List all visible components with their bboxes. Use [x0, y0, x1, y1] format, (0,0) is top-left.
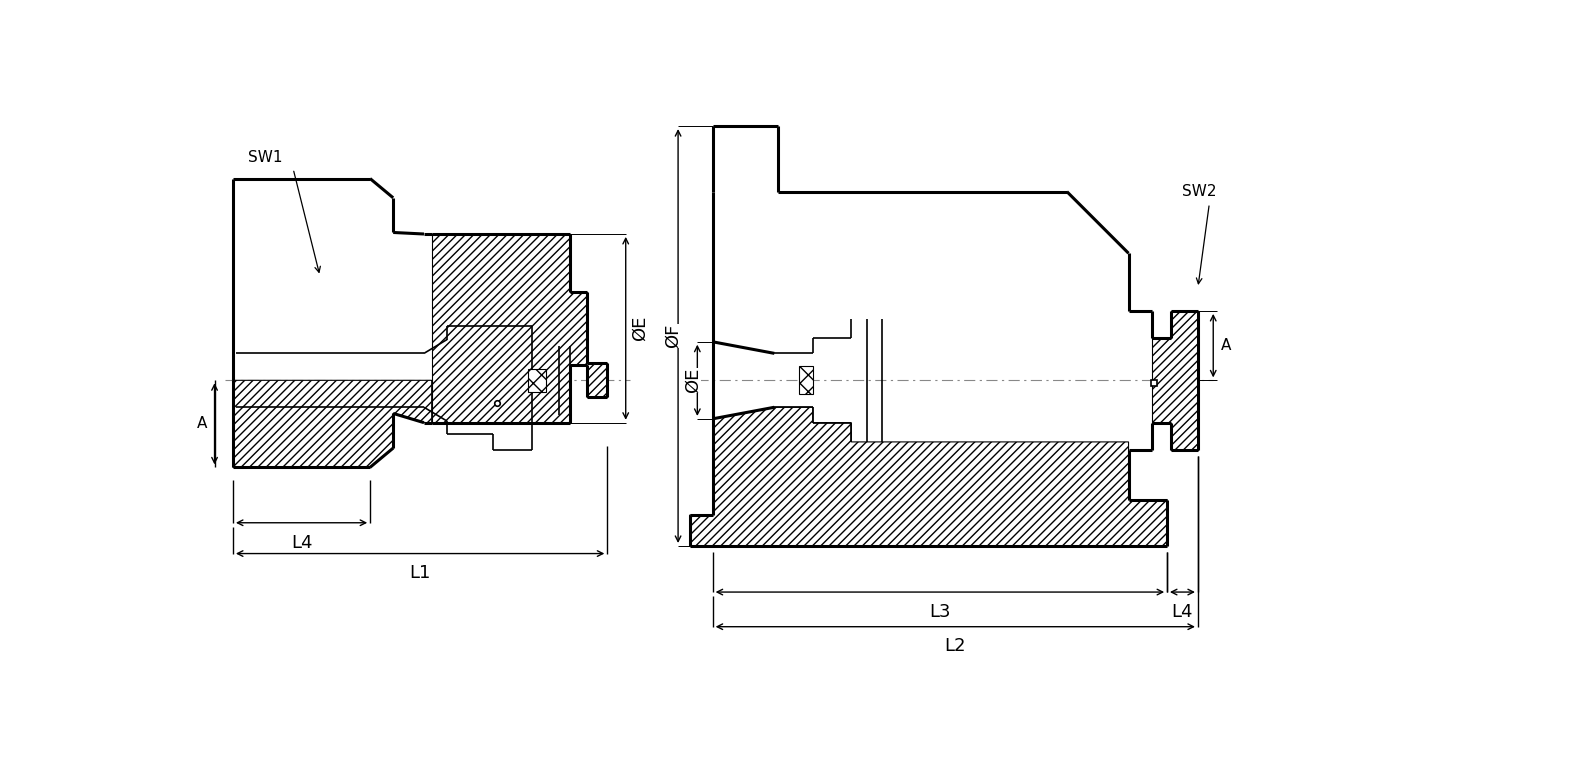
Text: A: A — [1221, 338, 1231, 353]
Text: L1: L1 — [409, 565, 431, 582]
Text: ØE: ØE — [630, 316, 648, 341]
Text: ØE: ØE — [683, 368, 702, 393]
Text: L2: L2 — [944, 638, 966, 655]
Text: A: A — [197, 417, 206, 431]
Polygon shape — [527, 369, 546, 392]
Text: SW1: SW1 — [249, 150, 283, 165]
Polygon shape — [1152, 311, 1198, 449]
Polygon shape — [800, 366, 812, 394]
Polygon shape — [233, 380, 431, 467]
Polygon shape — [431, 234, 608, 423]
Text: L4: L4 — [291, 533, 312, 552]
Text: SW2: SW2 — [1182, 184, 1217, 199]
Text: ØF: ØF — [664, 324, 682, 348]
Text: L4: L4 — [1171, 603, 1193, 621]
Polygon shape — [689, 407, 1166, 546]
Text: L3: L3 — [929, 603, 951, 621]
